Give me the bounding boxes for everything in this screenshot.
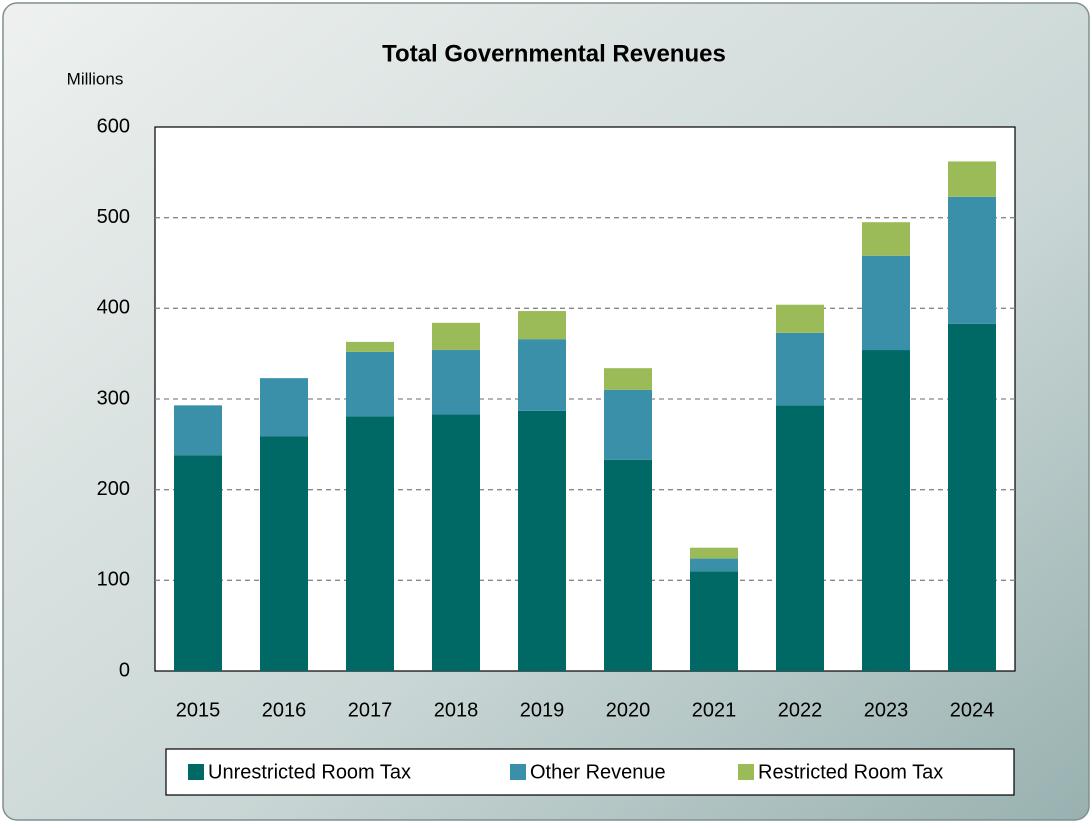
x-tick-label: 2015 bbox=[176, 699, 221, 721]
legend-swatch bbox=[510, 764, 526, 780]
bar-segment bbox=[174, 455, 222, 671]
legend-label: Unrestricted Room Tax bbox=[208, 761, 411, 783]
legend-swatch bbox=[188, 764, 204, 780]
x-tick-label: 2016 bbox=[262, 699, 307, 721]
bar-segment bbox=[948, 196, 996, 324]
bar-segment bbox=[862, 350, 910, 671]
bar-segment bbox=[862, 255, 910, 351]
y-tick-label: 600 bbox=[97, 115, 130, 137]
bar-segment bbox=[174, 405, 222, 456]
x-tick-label: 2019 bbox=[520, 699, 565, 721]
y-axis-label: Millions bbox=[67, 69, 124, 88]
bar-segment bbox=[776, 304, 824, 333]
bar-segment bbox=[604, 389, 652, 460]
y-tick-label: 0 bbox=[119, 659, 130, 681]
y-tick-label: 300 bbox=[97, 387, 130, 409]
x-tick-label: 2021 bbox=[692, 699, 737, 721]
bar-segment bbox=[862, 222, 910, 256]
legend-swatch bbox=[738, 764, 754, 780]
bar-segment bbox=[776, 405, 824, 671]
bar-segment bbox=[690, 571, 738, 671]
legend-label: Restricted Room Tax bbox=[758, 761, 943, 783]
x-tick-label: 2022 bbox=[778, 699, 823, 721]
bar-segment bbox=[260, 436, 308, 671]
bar-segment bbox=[948, 323, 996, 671]
bar-segment bbox=[604, 459, 652, 671]
bar-segment bbox=[346, 416, 394, 671]
bar-segment bbox=[690, 558, 738, 572]
bar-segment bbox=[690, 547, 738, 559]
bar-segment bbox=[518, 311, 566, 340]
legend bbox=[165, 748, 1015, 796]
y-tick-label: 100 bbox=[97, 569, 130, 591]
bar-segment bbox=[432, 322, 480, 351]
x-tick-label: 2023 bbox=[864, 699, 909, 721]
y-tick-label: 500 bbox=[97, 206, 130, 228]
x-tick-label: 2018 bbox=[434, 699, 479, 721]
y-tick-label: 200 bbox=[97, 478, 130, 500]
x-tick-label: 2024 bbox=[950, 699, 995, 721]
y-tick-label: 400 bbox=[97, 297, 130, 319]
bar-segment bbox=[346, 341, 394, 352]
bar-segment bbox=[604, 368, 652, 390]
bar-segment bbox=[776, 332, 824, 406]
x-tick-label: 2020 bbox=[606, 699, 651, 721]
bar-segment bbox=[518, 410, 566, 671]
bar-segment bbox=[432, 350, 480, 415]
bar-segment bbox=[432, 414, 480, 671]
bar-segment bbox=[948, 161, 996, 197]
legend-label: Other Revenue bbox=[530, 761, 666, 783]
x-tick-label: 2017 bbox=[348, 699, 393, 721]
chart-title: Total Governmental Revenues bbox=[382, 40, 726, 67]
bar-segment bbox=[260, 378, 308, 437]
bar-segment bbox=[346, 351, 394, 417]
bar-segment bbox=[518, 339, 566, 411]
